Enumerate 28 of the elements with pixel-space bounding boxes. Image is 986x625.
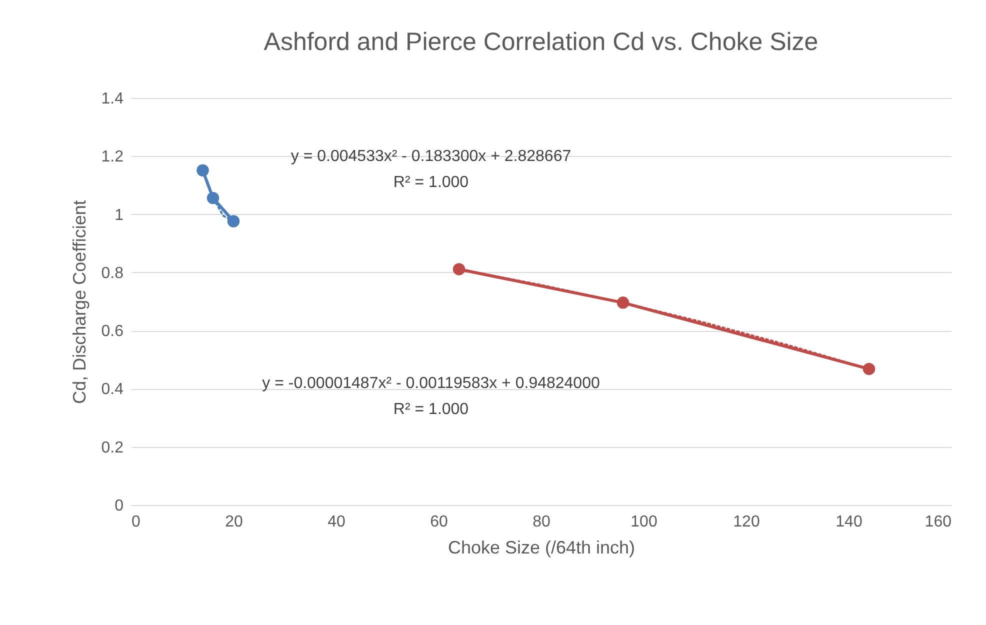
y-tick-label: 0.2 xyxy=(101,439,124,456)
y-tick-label: 0.6 xyxy=(101,323,124,340)
x-tick-label: 80 xyxy=(532,514,550,530)
chart-title: Ashford and Pierce Correlation Cd vs. Choke Size xyxy=(264,28,818,56)
y-tick-label: 1 xyxy=(114,206,124,224)
point xyxy=(227,215,240,228)
x-tick-label: 40 xyxy=(328,514,346,530)
annotation: R² = 1.000 xyxy=(393,401,469,418)
point xyxy=(196,164,209,176)
annotation: y = -0.00001487x² - 0.00119583x + 0.94824000 xyxy=(262,375,600,392)
y-tick-label: 1.2 xyxy=(101,148,124,166)
y-tick-label: 0.4 xyxy=(101,381,124,398)
x-tick-label: 20 xyxy=(225,514,243,530)
x-tick-label: 160 xyxy=(924,514,952,530)
x-tick-label: 100 xyxy=(630,514,658,530)
point xyxy=(862,362,876,376)
point xyxy=(452,263,466,276)
x-tick-label: 120 xyxy=(733,514,760,530)
x-tick-label: 140 xyxy=(836,514,862,530)
annotation: y = 0.004533x² - 0.183300x + 2.828667 xyxy=(290,148,572,165)
annotation: R² = 1.000 xyxy=(393,174,469,191)
y-tick-label: 0 xyxy=(114,498,124,514)
x-tick-label: 0 xyxy=(132,514,140,530)
y-tick-label: 0.8 xyxy=(101,264,124,282)
y-axis-title: Cd, Discharge Coefficient xyxy=(69,200,90,404)
x-axis-title: Choke Size (/64th inch) xyxy=(448,538,636,558)
x-tick-label: 60 xyxy=(430,514,448,530)
y-tick-label: 1.4 xyxy=(101,90,124,108)
